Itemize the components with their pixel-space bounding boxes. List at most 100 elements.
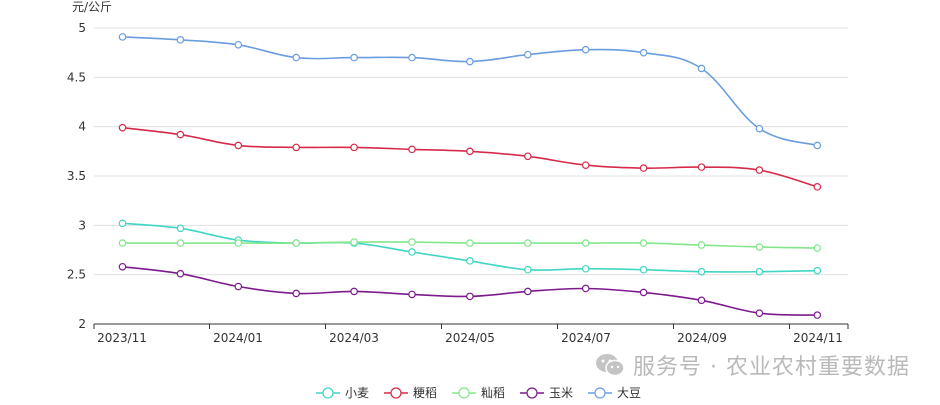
x-axis: 2023/11 2024/01 2024/03 2024/05 2024/07 2024/… xyxy=(93,323,849,345)
data-point[interactable] xyxy=(118,123,127,132)
x-tick-label: 2024/05 xyxy=(445,331,495,345)
data-point[interactable] xyxy=(292,53,301,62)
data-point[interactable] xyxy=(350,53,358,62)
data-point[interactable] xyxy=(581,161,590,169)
data-point[interactable] xyxy=(755,166,764,174)
legend-item[interactable]: 玉米 xyxy=(520,386,573,400)
data-point[interactable] xyxy=(408,53,416,62)
data-point[interactable] xyxy=(639,48,648,57)
x-tick-label: 2023/11 xyxy=(97,331,147,345)
x-tick-label: 2024/07 xyxy=(561,331,611,345)
data-point[interactable] xyxy=(292,289,301,298)
data-point[interactable] xyxy=(523,239,532,247)
data-point[interactable] xyxy=(176,224,185,233)
data-point[interactable] xyxy=(755,267,764,276)
legend-label: 大豆 xyxy=(617,386,641,400)
gridlines xyxy=(94,27,848,276)
data-point[interactable] xyxy=(408,248,416,256)
legend-item[interactable]: 小麦 xyxy=(316,386,369,400)
data-point[interactable] xyxy=(350,143,358,152)
data-point[interactable] xyxy=(118,219,127,228)
data-point[interactable] xyxy=(408,290,416,299)
data-point[interactable] xyxy=(466,239,474,247)
x-tick-label: 2024/09 xyxy=(677,331,727,345)
data-point[interactable] xyxy=(581,264,590,273)
data-point[interactable] xyxy=(118,33,127,41)
legend-item[interactable]: 粳稻 xyxy=(384,386,437,400)
y-tick-label: 3 xyxy=(78,218,86,232)
data-point[interactable] xyxy=(118,262,127,271)
legend-item[interactable]: 籼稻 xyxy=(452,386,505,400)
data-point[interactable] xyxy=(234,141,243,150)
legend-marker xyxy=(458,387,470,399)
data-point[interactable] xyxy=(697,296,706,305)
data-point[interactable] xyxy=(813,266,822,275)
data-point[interactable] xyxy=(697,267,706,276)
data-point[interactable] xyxy=(813,141,822,150)
data-point[interactable] xyxy=(581,284,590,293)
data-point[interactable] xyxy=(581,45,590,54)
data-point[interactable] xyxy=(350,238,358,246)
data-point[interactable] xyxy=(523,287,532,296)
data-point[interactable] xyxy=(523,152,532,161)
data-point[interactable] xyxy=(118,239,127,247)
y-tick-label: 4.5 xyxy=(67,70,86,84)
y-unit-label: 元/公斤 xyxy=(72,0,112,14)
data-point[interactable] xyxy=(466,147,474,156)
data-point[interactable] xyxy=(697,163,706,171)
legend[interactable]: 小麦 粳稻 籼稻 玉米 大豆 xyxy=(316,386,641,400)
data-point[interactable] xyxy=(813,183,822,191)
series-3 xyxy=(118,262,822,319)
data-point[interactable] xyxy=(755,309,764,317)
data-point[interactable] xyxy=(292,143,301,152)
data-point[interactable] xyxy=(813,311,822,319)
data-point[interactable] xyxy=(639,164,648,172)
data-point[interactable] xyxy=(234,40,243,49)
data-point[interactable] xyxy=(813,244,822,252)
series-4 xyxy=(118,33,822,150)
data-point[interactable] xyxy=(639,288,648,297)
data-point[interactable] xyxy=(234,282,243,291)
data-point[interactable] xyxy=(466,257,474,265)
data-point[interactable] xyxy=(466,57,474,66)
series-group xyxy=(118,33,822,319)
watermark-text: 服务号 · 农业农村重要数据 xyxy=(633,355,910,380)
data-point[interactable] xyxy=(234,239,243,247)
data-point[interactable] xyxy=(639,265,648,274)
legend-label: 粳稻 xyxy=(413,386,437,400)
data-point[interactable] xyxy=(176,239,185,247)
legend-item[interactable]: 大豆 xyxy=(588,386,641,400)
data-point[interactable] xyxy=(639,239,648,247)
data-point[interactable] xyxy=(523,265,532,274)
data-point[interactable] xyxy=(408,145,416,154)
data-point[interactable] xyxy=(466,292,474,301)
legend-marker xyxy=(322,387,334,399)
legend-label: 玉米 xyxy=(549,386,573,400)
data-point[interactable] xyxy=(176,269,185,278)
series-2 xyxy=(118,238,822,252)
y-tick-label: 3.5 xyxy=(67,169,86,183)
legend-marker xyxy=(526,387,538,399)
data-point[interactable] xyxy=(523,50,532,59)
data-point[interactable] xyxy=(581,239,590,247)
y-tick-label: 2.5 xyxy=(67,268,86,282)
data-point[interactable] xyxy=(176,130,185,139)
data-point[interactable] xyxy=(697,64,706,73)
data-point[interactable] xyxy=(755,124,764,133)
series-line xyxy=(122,265,818,316)
data-point[interactable] xyxy=(697,241,706,249)
data-point[interactable] xyxy=(350,287,358,296)
data-point[interactable] xyxy=(292,239,301,247)
watermark: 服务号 · 农业农村重要数据 xyxy=(595,349,910,381)
data-point[interactable] xyxy=(176,36,185,44)
data-point[interactable] xyxy=(408,238,416,246)
x-tick-label: 2024/11 xyxy=(793,331,843,345)
series-0 xyxy=(118,219,822,276)
legend-marker xyxy=(390,387,402,399)
series-line xyxy=(122,126,818,188)
legend-label: 籼稻 xyxy=(481,386,505,400)
data-point[interactable] xyxy=(755,243,764,251)
x-tick-label: 2024/01 xyxy=(213,331,263,345)
y-tick-label: 4 xyxy=(78,120,86,134)
